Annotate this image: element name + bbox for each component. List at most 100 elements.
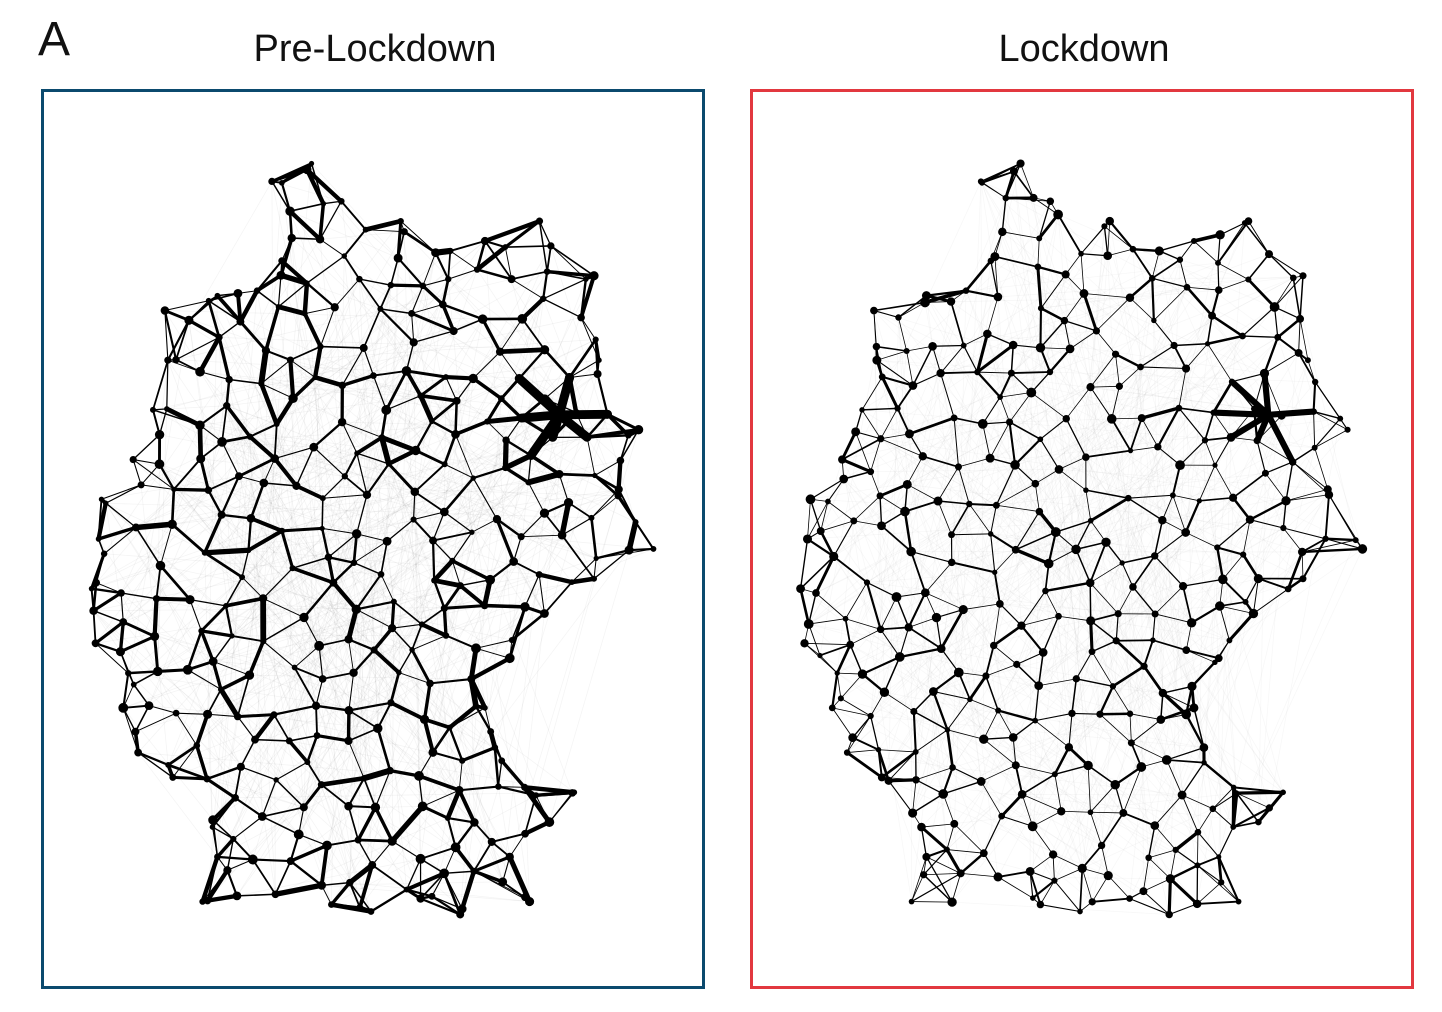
network-edge bbox=[808, 592, 817, 625]
network-edge bbox=[343, 452, 358, 478]
network-edge bbox=[249, 481, 266, 520]
region-nodes bbox=[88, 160, 657, 919]
network-node bbox=[390, 598, 397, 605]
network-edge-faint bbox=[157, 531, 473, 672]
network-edge bbox=[446, 817, 476, 824]
network-edge-faint bbox=[135, 376, 447, 528]
network-node bbox=[1277, 411, 1286, 420]
network-edge bbox=[542, 270, 549, 300]
network-edge-faint bbox=[359, 549, 630, 908]
network-node bbox=[230, 835, 237, 843]
network-edge-faint bbox=[132, 459, 354, 674]
network-edge-faint bbox=[298, 437, 554, 835]
network-edge-faint bbox=[199, 424, 560, 475]
network-node bbox=[414, 770, 424, 781]
network-edge-faint bbox=[542, 298, 619, 496]
network-edge-faint bbox=[135, 436, 588, 528]
network-edge bbox=[1128, 277, 1154, 299]
network-edge bbox=[334, 278, 360, 308]
network-edge bbox=[1001, 231, 1040, 239]
network-node bbox=[1002, 194, 1010, 202]
network-node bbox=[974, 368, 981, 376]
network-edge bbox=[1185, 285, 1214, 318]
network-edge bbox=[1292, 461, 1330, 496]
network-edge bbox=[937, 500, 970, 505]
network-node bbox=[589, 271, 599, 281]
network-edge bbox=[815, 592, 846, 620]
network-edge bbox=[932, 345, 942, 374]
network-edge-faint bbox=[306, 282, 381, 310]
network-edge-faint bbox=[292, 397, 383, 438]
network-edge bbox=[272, 456, 299, 488]
network-node bbox=[577, 313, 585, 322]
network-edge bbox=[899, 626, 910, 658]
network-edge bbox=[906, 350, 914, 386]
network-edge bbox=[445, 787, 462, 821]
network-node bbox=[532, 792, 540, 799]
network-edge-faint bbox=[386, 409, 506, 469]
network-edge bbox=[1021, 773, 1056, 796]
network-edge bbox=[1153, 519, 1164, 557]
network-edge bbox=[1044, 581, 1092, 593]
network-edge bbox=[202, 869, 228, 903]
network-node bbox=[867, 712, 874, 720]
network-node bbox=[344, 706, 354, 715]
network-edge bbox=[315, 734, 351, 743]
network-edge bbox=[993, 645, 1018, 665]
network-edge bbox=[247, 639, 266, 678]
network-edge-faint bbox=[219, 336, 545, 351]
network-edge bbox=[274, 446, 315, 460]
network-edge bbox=[120, 592, 158, 600]
network-edge bbox=[903, 500, 939, 513]
network-node bbox=[279, 179, 285, 186]
network-edge-faint bbox=[96, 420, 433, 584]
network-node bbox=[260, 638, 267, 645]
network-edge bbox=[1232, 472, 1267, 499]
network-edge bbox=[807, 498, 811, 540]
network-edge bbox=[940, 372, 955, 419]
network-node bbox=[459, 757, 466, 764]
network-edge bbox=[1095, 297, 1131, 332]
network-edge bbox=[880, 596, 897, 630]
network-edge bbox=[527, 454, 532, 484]
network-edge bbox=[347, 727, 379, 742]
network-edge bbox=[314, 704, 351, 712]
network-edge bbox=[246, 528, 284, 553]
network-node bbox=[415, 853, 426, 864]
network-node bbox=[1175, 460, 1185, 471]
network-edge-faint bbox=[420, 478, 474, 859]
network-edge-faint bbox=[160, 565, 512, 641]
network-edge bbox=[985, 644, 995, 677]
network-edge bbox=[391, 627, 413, 651]
network-edge-faint bbox=[212, 511, 445, 821]
network-edge-faint bbox=[157, 373, 598, 672]
network-node bbox=[931, 612, 942, 623]
network-edge-faint bbox=[447, 278, 483, 320]
network-node bbox=[1337, 415, 1344, 422]
network-edge bbox=[999, 396, 1010, 423]
network-edge-faint bbox=[98, 437, 382, 540]
network-edge-faint bbox=[847, 521, 1091, 753]
network-edge bbox=[362, 308, 382, 349]
network-edge bbox=[486, 421, 507, 441]
network-edge bbox=[915, 729, 948, 753]
network-edge bbox=[322, 475, 346, 499]
network-edge bbox=[1182, 585, 1193, 624]
network-edge-faint bbox=[265, 350, 529, 483]
network-edge-faint bbox=[93, 610, 373, 866]
network-node bbox=[1013, 660, 1021, 668]
network-edge bbox=[1169, 849, 1177, 880]
network-edge bbox=[197, 335, 222, 375]
network-edge bbox=[452, 318, 484, 332]
network-node bbox=[349, 668, 358, 678]
network-node bbox=[258, 594, 268, 603]
network-edge bbox=[441, 303, 484, 321]
network-edge bbox=[1140, 406, 1181, 420]
hub-edge bbox=[554, 409, 612, 420]
network-node bbox=[520, 602, 530, 612]
network-edge bbox=[1286, 550, 1304, 591]
network-edge bbox=[455, 433, 474, 479]
network-edge bbox=[91, 591, 123, 613]
network-edge bbox=[808, 618, 846, 625]
network-edge bbox=[1156, 406, 1181, 449]
